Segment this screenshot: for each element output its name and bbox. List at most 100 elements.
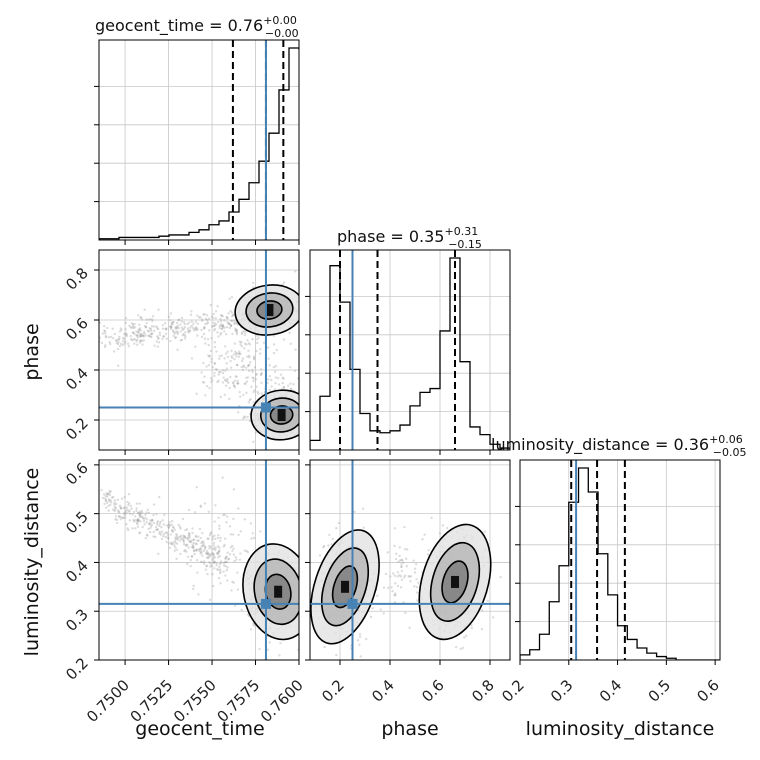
sample-point (130, 322, 134, 325)
sample-point (145, 321, 148, 325)
sample-point (147, 527, 150, 531)
sample-point (193, 327, 197, 331)
sample-point (218, 563, 221, 566)
sample-point (376, 594, 379, 597)
sample-point (393, 600, 397, 604)
sample-point (173, 539, 177, 543)
sample-point (102, 493, 106, 496)
sample-point (248, 356, 251, 359)
sample-point (139, 531, 142, 534)
sample-point (212, 321, 215, 324)
sample-point (214, 548, 217, 552)
sample-point (162, 532, 165, 536)
sample-point (209, 562, 212, 565)
sample-point (174, 336, 178, 339)
sample-point (135, 519, 139, 522)
sample-point (139, 329, 142, 332)
sample-point (155, 528, 158, 532)
sample-point (402, 576, 406, 579)
sample-point (138, 513, 141, 517)
sample-point (169, 312, 173, 315)
sample-point (219, 561, 223, 565)
sample-point (139, 334, 142, 338)
sample-point (104, 494, 107, 498)
sample-point (268, 364, 271, 367)
sample-point (136, 518, 139, 522)
sample-point (499, 575, 502, 579)
sample-point (144, 325, 148, 329)
sample-point (175, 321, 179, 325)
panel-frame (98, 39, 300, 241)
sample-point (104, 506, 108, 509)
sample-point (209, 532, 213, 535)
sample-point (178, 535, 182, 539)
sample-point (107, 504, 110, 508)
sample-point (323, 645, 326, 649)
sample-point (156, 521, 159, 525)
sample-point (164, 332, 168, 335)
sample-point (215, 568, 219, 571)
panel-frame (98, 249, 300, 451)
sample-point (272, 343, 276, 346)
sample-point (235, 331, 239, 334)
sample-point (152, 503, 156, 506)
sample-point (214, 322, 217, 325)
sample-point (155, 340, 158, 343)
sample-point (210, 380, 213, 384)
sample-point (224, 560, 227, 564)
sample-point (403, 525, 406, 529)
sample-point (211, 535, 215, 539)
sample-point (120, 507, 123, 510)
panel-content (310, 507, 502, 658)
sample-point (371, 607, 374, 610)
sample-point (223, 319, 226, 322)
sample-point (200, 335, 204, 339)
sample-point (223, 378, 227, 382)
sample-point (270, 385, 273, 388)
sample-point (220, 324, 223, 328)
sample-point (215, 562, 218, 565)
sample-point (217, 335, 220, 338)
sample-point (221, 371, 225, 375)
sample-point (299, 412, 301, 414)
sample-point (252, 356, 256, 360)
sample-point (147, 522, 151, 526)
sample-point (219, 539, 222, 543)
sample-point (236, 379, 239, 382)
sample-point (394, 593, 397, 597)
sample-point (237, 533, 240, 537)
sample-point (147, 330, 151, 333)
sample-point (394, 557, 398, 561)
sample-point (119, 515, 123, 519)
sample-point (138, 515, 142, 519)
sample-point (235, 352, 239, 355)
sample-point (201, 531, 204, 535)
sample-point (335, 653, 338, 657)
sample-point (303, 426, 305, 428)
sample-point (335, 527, 338, 530)
sample-point (132, 326, 135, 330)
sample-point (114, 515, 118, 518)
sample-point (137, 328, 141, 331)
sample-point (107, 498, 111, 501)
sample-point (212, 556, 215, 560)
sample-point (111, 327, 114, 330)
sample-point (273, 370, 277, 374)
sample-point (205, 551, 208, 555)
sample-point (152, 530, 155, 534)
sample-point (393, 544, 396, 548)
sample-point (243, 415, 246, 418)
sample-point (250, 537, 253, 540)
sample-point (235, 333, 239, 336)
sample-point (233, 379, 237, 382)
sample-point (331, 537, 334, 541)
sample-point (229, 309, 232, 313)
sample-point (147, 334, 151, 338)
ylabel-luminosity-distance: luminosity_distance (21, 468, 43, 657)
sample-point (176, 330, 179, 333)
sample-point (207, 510, 210, 514)
sample-point (302, 579, 304, 581)
sample-point (229, 324, 233, 328)
sample-point (226, 316, 229, 320)
sample-point (195, 392, 198, 395)
